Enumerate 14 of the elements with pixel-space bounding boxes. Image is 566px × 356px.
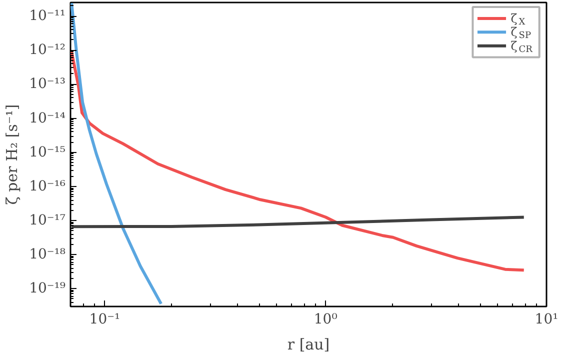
y-tick-label: 10⁻¹⁴ bbox=[29, 110, 66, 126]
y-tick-label: 10⁻¹⁹ bbox=[29, 280, 66, 297]
y-tick-label: 10⁻¹⁷ bbox=[29, 212, 66, 229]
y-tick-label: 10⁻¹¹ bbox=[29, 8, 66, 24]
x-axis-title: r [au] bbox=[287, 336, 330, 354]
y-tick-label: 10⁻¹² bbox=[29, 42, 66, 58]
x-tick-label: 10¹ bbox=[534, 312, 558, 328]
y-tick-label: 10⁻¹⁸ bbox=[29, 246, 66, 263]
x-tick-label: 10⁻¹ bbox=[89, 312, 120, 328]
x-tick-label: 10⁰ bbox=[314, 312, 338, 328]
y-tick-label: 10⁻¹⁵ bbox=[29, 144, 66, 160]
y-axis-title: ζ per H₂ [s⁻¹] bbox=[3, 104, 22, 205]
y-tick-label: 10⁻¹³ bbox=[29, 76, 66, 92]
y-tick-label: 10⁻¹⁶ bbox=[29, 178, 66, 194]
